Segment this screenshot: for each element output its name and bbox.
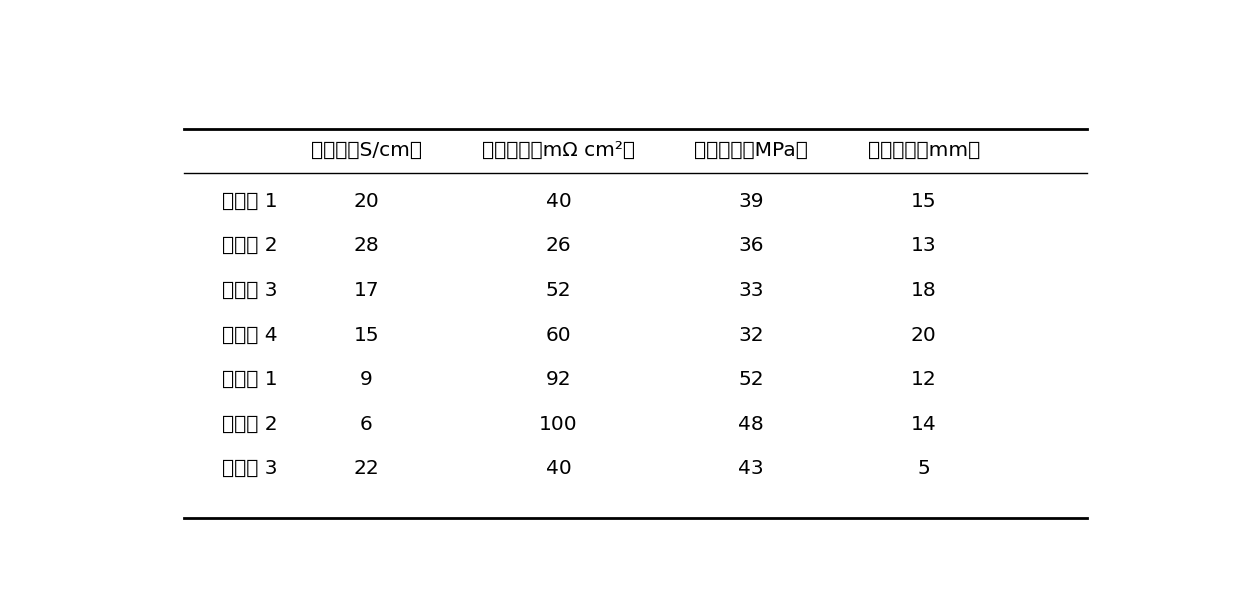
Text: 抗弯形变（mm）: 抗弯形变（mm） <box>868 141 980 160</box>
Text: 33: 33 <box>738 281 764 300</box>
Text: 9: 9 <box>360 370 373 389</box>
Text: 15: 15 <box>353 325 379 344</box>
Text: 12: 12 <box>911 370 936 389</box>
Text: 39: 39 <box>738 192 764 211</box>
Text: 36: 36 <box>738 236 764 256</box>
Text: 对比例 3: 对比例 3 <box>222 459 278 478</box>
Text: 实施例 3: 实施例 3 <box>222 281 278 300</box>
Text: 52: 52 <box>738 370 764 389</box>
Text: 电导率（S/cm）: 电导率（S/cm） <box>311 141 422 160</box>
Text: 40: 40 <box>546 192 572 211</box>
Text: 32: 32 <box>738 325 764 344</box>
Text: 14: 14 <box>911 415 936 434</box>
Text: 实施例 2: 实施例 2 <box>222 236 278 256</box>
Text: 20: 20 <box>353 192 379 211</box>
Text: 6: 6 <box>360 415 373 434</box>
Text: 实施例 4: 实施例 4 <box>222 325 278 344</box>
Text: 60: 60 <box>546 325 572 344</box>
Text: 48: 48 <box>738 415 764 434</box>
Text: 对比例 2: 对比例 2 <box>222 415 278 434</box>
Text: 实施例 1: 实施例 1 <box>222 192 278 211</box>
Text: 接触电阵（mΩ cm²）: 接触电阵（mΩ cm²） <box>482 141 635 160</box>
Text: 52: 52 <box>546 281 572 300</box>
Text: 28: 28 <box>353 236 379 256</box>
Text: 100: 100 <box>539 415 578 434</box>
Text: 92: 92 <box>546 370 572 389</box>
Text: 5: 5 <box>918 459 930 478</box>
Text: 43: 43 <box>738 459 764 478</box>
Text: 13: 13 <box>911 236 936 256</box>
Text: 17: 17 <box>353 281 379 300</box>
Text: 18: 18 <box>911 281 936 300</box>
Text: 对比例 1: 对比例 1 <box>222 370 278 389</box>
Text: 26: 26 <box>546 236 572 256</box>
Text: 15: 15 <box>911 192 936 211</box>
Text: 22: 22 <box>353 459 379 478</box>
Text: 40: 40 <box>546 459 572 478</box>
Text: 抗弯强度（MPa）: 抗弯强度（MPa） <box>694 141 807 160</box>
Text: 20: 20 <box>911 325 936 344</box>
